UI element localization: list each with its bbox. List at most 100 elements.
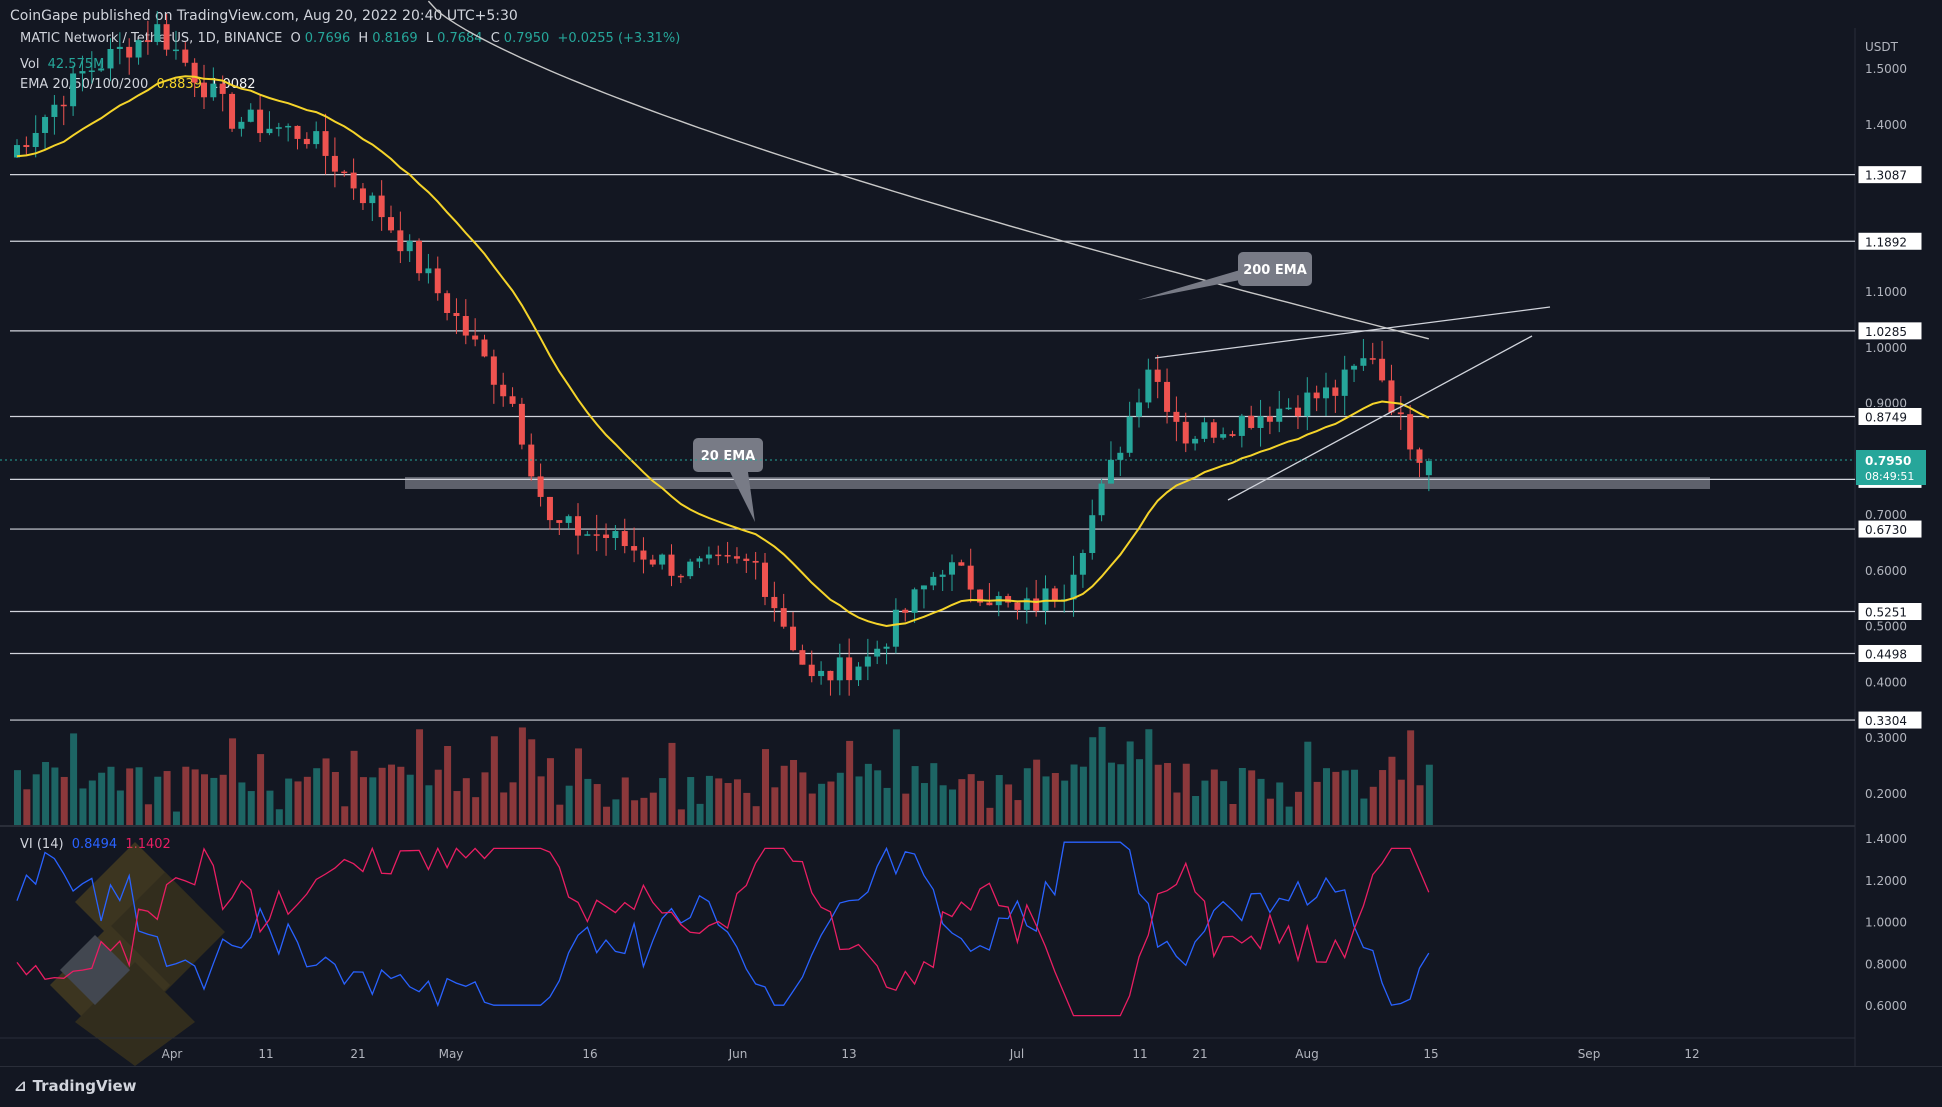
candle-body (107, 49, 114, 69)
candle-body (724, 555, 731, 557)
volume-bar (1154, 764, 1162, 825)
volume-legend[interactable]: Vol 42.575M (20, 57, 108, 72)
candle-body (846, 657, 853, 681)
volume-bar (556, 804, 564, 825)
volume-bar (154, 776, 162, 825)
ema200-callout[interactable]: 200 EMA (1138, 252, 1312, 300)
time-tick: 13 (841, 1047, 856, 1061)
candle-body (1033, 598, 1040, 611)
level-label-box (1857, 321, 1923, 341)
candle-body (1117, 452, 1124, 460)
candle-body (780, 608, 787, 627)
candle-body (453, 312, 460, 317)
volume-bar (434, 769, 442, 825)
volume-bar (406, 774, 414, 825)
ema200-callout-text: 200 EMA (1243, 263, 1307, 278)
volume-bar (116, 790, 124, 825)
tradingview-brand[interactable]: ⊿ TradingView (14, 1077, 137, 1095)
candle-body (1201, 422, 1208, 439)
candle-body (229, 93, 236, 129)
volume-bar (902, 793, 910, 825)
volume-bar (1425, 764, 1433, 825)
time-tick: Aug (1295, 1047, 1318, 1061)
volume-bar (444, 746, 452, 825)
volume-bar (126, 768, 134, 825)
chart-svg[interactable]: 200 EMA 20 EMA USDT 1.5000 1.4000 1.1000 1.… (0, 0, 1942, 1066)
volume-bar (593, 784, 601, 825)
candle-body (275, 127, 282, 129)
candle-body (191, 62, 198, 83)
volume-bar (1332, 771, 1340, 825)
volume-bar (649, 792, 657, 825)
level-label-box (1857, 643, 1923, 663)
vi-legend[interactable]: VI (14) 0.8494 1.1402 (20, 837, 175, 852)
volume-bar (1397, 779, 1405, 825)
candle-body (14, 145, 20, 158)
volume-bar (416, 729, 424, 825)
candle-body (126, 46, 133, 58)
volume-bar (1201, 780, 1209, 825)
symbol-name[interactable]: MATIC Network / TetherUS, 1D, BINANCE (20, 31, 283, 46)
candle-body (883, 646, 890, 649)
volume-bar (575, 748, 582, 825)
candle-body (939, 574, 946, 577)
volume-bar (995, 775, 1003, 825)
time-tick: 21 (350, 1047, 365, 1061)
volume-bar (247, 791, 255, 825)
volume-bar (584, 778, 592, 825)
candle-body (1351, 365, 1358, 370)
level-label-box (1857, 519, 1923, 539)
vi-label: VI (14) (20, 837, 64, 852)
volume-bar (808, 793, 816, 825)
candle-body (163, 24, 170, 50)
candle-body (1014, 602, 1021, 610)
candle-body (902, 609, 909, 613)
close-label: C (490, 31, 500, 46)
volume-bar (1313, 781, 1321, 825)
wedge-upper-trendline[interactable] (1154, 306, 1551, 359)
candle-body (481, 339, 488, 357)
volume-bar (144, 804, 152, 825)
candle-body (762, 562, 768, 597)
volume-bar (771, 787, 779, 825)
volume-bar (509, 782, 517, 825)
wedge-lower-trendline[interactable] (1227, 335, 1533, 501)
volume-bar (51, 767, 59, 825)
candle-body (509, 396, 516, 404)
volume-bar (23, 789, 31, 825)
level-label: 1.3087 (1865, 169, 1907, 183)
volume-bar (1014, 800, 1022, 825)
candle-body (659, 554, 666, 565)
volume-bar (762, 749, 769, 825)
price-tick: 1.4000 (1865, 118, 1907, 132)
volume-bar (1098, 726, 1106, 825)
candle-body (1294, 407, 1301, 417)
countdown-value: 08:49:51 (1865, 470, 1914, 483)
volume-bar (191, 769, 199, 825)
current-price-tag[interactable]: 0.7950 08:49:51 (0, 450, 1926, 485)
volume-bar (1407, 730, 1415, 825)
time-tick: 15 (1423, 1047, 1438, 1061)
volume-bar (631, 800, 639, 825)
current-price-value: 0.7950 (1865, 454, 1911, 468)
candle-body (1379, 358, 1386, 381)
ema20-callout[interactable]: 20 EMA (693, 438, 763, 522)
candle-body (359, 188, 366, 204)
volume-bar (790, 759, 798, 825)
candle-body (640, 550, 647, 560)
price-tick: 1.1000 (1865, 285, 1907, 299)
candle-body (855, 666, 862, 681)
candle-body (818, 670, 825, 677)
candle-body (705, 554, 712, 559)
publish-info: CoinGape published on TradingView.com, A… (10, 8, 518, 24)
candle-body (733, 556, 740, 559)
volume-bar (1229, 803, 1237, 825)
volume-bar (313, 768, 321, 825)
volume-bar (182, 766, 190, 825)
volume-bar (640, 797, 648, 825)
volume-bar (201, 774, 208, 825)
volume-value: 42.575M (47, 57, 105, 72)
candle-body (444, 293, 451, 313)
vi-tick: 0.8000 (1865, 957, 1907, 971)
